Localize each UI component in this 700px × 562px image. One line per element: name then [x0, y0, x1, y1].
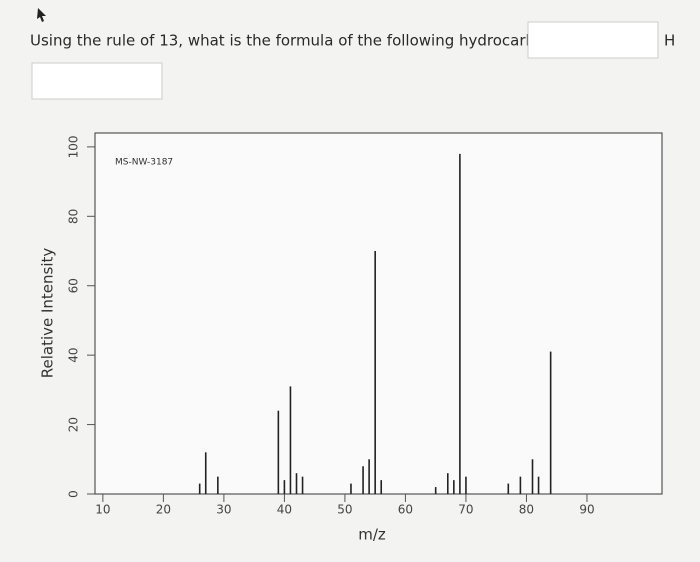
- x-tick-label: 10: [95, 503, 110, 517]
- x-tick-label: 30: [216, 503, 231, 517]
- cursor: [37, 8, 46, 22]
- question-suffix: H: [664, 32, 675, 50]
- x-axis-label: m/z: [358, 526, 386, 544]
- y-tick-label: 20: [67, 417, 81, 432]
- hydrogen-input[interactable]: [31, 62, 163, 100]
- y-tick-label: 80: [67, 209, 81, 224]
- x-tick-label: 70: [458, 503, 473, 517]
- x-tick-label: 20: [156, 503, 171, 517]
- question-text: Using the rule of 13, what is the formul…: [30, 32, 577, 50]
- x-tick-label: 90: [579, 503, 594, 517]
- y-tick-label: 100: [67, 135, 81, 158]
- x-tick-label: 40: [277, 503, 292, 517]
- plot-area: [94, 132, 663, 495]
- y-tick-label: 0: [67, 490, 81, 498]
- x-tick-label: 50: [337, 503, 352, 517]
- x-tick-label: 80: [519, 503, 534, 517]
- annotation: MS-NW-3187: [115, 158, 173, 168]
- y-axis-label: Relative Intensity: [39, 248, 57, 379]
- carbon-input[interactable]: [527, 21, 659, 59]
- y-tick-label: 60: [67, 278, 81, 293]
- y-tick-label: 40: [67, 348, 81, 363]
- x-tick-label: 60: [398, 503, 413, 517]
